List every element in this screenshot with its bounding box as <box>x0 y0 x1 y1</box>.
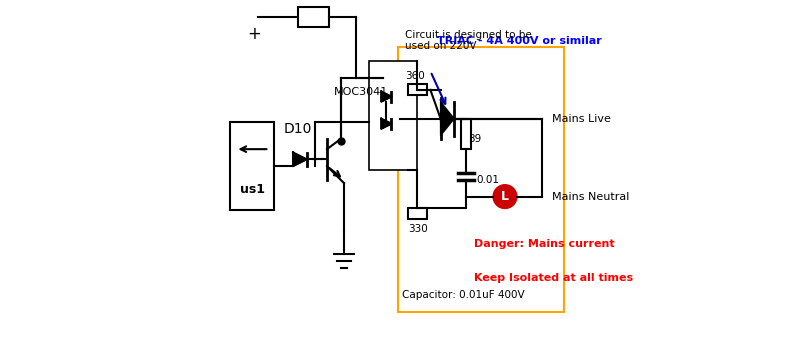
Text: Keep Isolated at all times: Keep Isolated at all times <box>474 273 634 283</box>
Circle shape <box>493 185 517 208</box>
Bar <box>408 84 427 95</box>
Text: 0.01: 0.01 <box>476 175 499 185</box>
Bar <box>398 47 564 312</box>
Text: Capacitor: 0.01uF 400V: Capacitor: 0.01uF 400V <box>401 290 524 300</box>
Text: Circuit is designed to be
used on 220V: Circuit is designed to be used on 220V <box>405 30 532 52</box>
Polygon shape <box>441 102 454 122</box>
Text: MOC3041: MOC3041 <box>334 86 388 97</box>
Text: 39: 39 <box>468 134 481 144</box>
Polygon shape <box>293 153 307 166</box>
Text: L: L <box>501 190 509 203</box>
Text: us1: us1 <box>240 183 265 196</box>
Bar <box>370 61 417 170</box>
Text: +: + <box>247 25 261 43</box>
Bar <box>298 7 329 27</box>
Polygon shape <box>381 119 392 129</box>
Text: 360: 360 <box>405 72 425 81</box>
Text: TRIAC - 4A 400V or similar: TRIAC - 4A 400V or similar <box>437 36 602 46</box>
Text: 330: 330 <box>408 224 428 234</box>
Bar <box>461 119 471 149</box>
Text: Mains Neutral: Mains Neutral <box>553 192 630 202</box>
Bar <box>231 122 274 210</box>
Bar <box>408 208 427 219</box>
Text: Danger: Mains current: Danger: Mains current <box>474 239 615 249</box>
Polygon shape <box>381 92 392 102</box>
Text: D10: D10 <box>284 122 312 136</box>
Text: Mains Live: Mains Live <box>553 114 611 124</box>
Polygon shape <box>441 115 454 136</box>
